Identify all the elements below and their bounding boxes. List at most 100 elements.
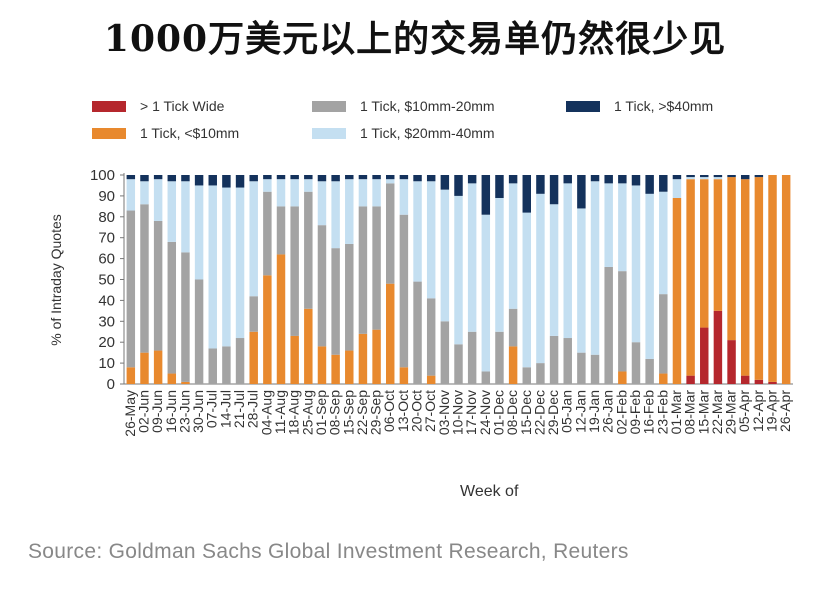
bar-segment (686, 375, 695, 384)
bar-segment (345, 243, 354, 351)
bar-segment (181, 252, 190, 382)
bar-segment (304, 191, 313, 309)
bar-segment (495, 197, 504, 332)
y-tick-label: 40 (98, 292, 115, 309)
bar-segment (618, 371, 627, 384)
source-note: Source: Goldman Sachs Global Investment … (28, 540, 629, 563)
bar-segment (399, 179, 409, 215)
x-tick-label: 25-Aug (299, 390, 315, 435)
bar-segment (508, 183, 518, 309)
x-tick-label: 07-Jul (204, 390, 220, 428)
bar-segment (549, 204, 559, 336)
y-tick-label: 90 (98, 188, 115, 205)
bar-segment (727, 175, 736, 178)
legend-label: 1 Tick, >$40mm (614, 98, 714, 114)
bar-segment (645, 193, 654, 359)
bar-segment (522, 212, 531, 368)
legend-item: > 1 Tick Wide (92, 98, 224, 114)
x-tick-label: 17-Nov (463, 390, 479, 435)
chart-title: 1000万美元以上的交易单仍然很少见 (103, 18, 727, 60)
bar-segment (536, 363, 545, 384)
bar-segment (727, 177, 736, 341)
bar-segment (768, 381, 777, 384)
bar-segment (508, 346, 518, 384)
bar-segment (194, 175, 204, 186)
x-tick-label: 08-Dec (504, 390, 520, 435)
bar-segment (222, 187, 231, 347)
bar-segment (631, 342, 641, 384)
bar-segment (153, 220, 163, 351)
bar-segment (508, 308, 518, 347)
bar-segment (495, 175, 504, 198)
bar-segment (167, 241, 177, 374)
x-tick-label: 26-Jan (600, 390, 616, 433)
bar-segment (563, 183, 572, 339)
bar-segment (126, 175, 136, 180)
bar-segment (304, 308, 313, 384)
legend-swatch (566, 100, 600, 112)
legend-swatch (92, 127, 126, 139)
x-tick-label: 16-Feb (641, 390, 657, 435)
y-tick-label: 80 (98, 209, 115, 226)
bar-segment (153, 179, 163, 221)
bar-segment (618, 175, 627, 184)
x-tick-label: 19-Jan (586, 390, 602, 433)
bar-segment (167, 181, 177, 242)
x-tick-label: 29-Dec (545, 390, 561, 435)
bar-segment (126, 179, 136, 211)
bar-segment (304, 175, 313, 180)
bar-segment (358, 179, 368, 207)
bar-segment (781, 175, 791, 384)
bar-segment (590, 175, 600, 182)
x-tick-label: 03-Nov (436, 390, 452, 435)
bar-segment (740, 179, 750, 376)
bar-segment (249, 331, 258, 384)
x-tick-label: 01-Mar (668, 390, 684, 435)
bar-segment (481, 371, 491, 384)
bar-segment (222, 346, 231, 384)
x-tick-label: 02-Jun (135, 390, 151, 433)
x-tick-label: 15-Sep (340, 390, 356, 435)
bar-segment (454, 195, 463, 345)
bar-segment (399, 214, 409, 368)
bar-segment (345, 179, 354, 244)
legend-item: 1 Tick, $10mm-20mm (312, 98, 495, 114)
bar-segment (549, 335, 559, 384)
bar-segment (426, 175, 436, 182)
bar-segment (522, 175, 531, 213)
bar-segment (645, 358, 654, 384)
bar-segment (290, 175, 299, 180)
bar-segment (208, 175, 217, 186)
bar-segment (440, 189, 450, 322)
bar-segment (290, 206, 299, 336)
bar-segment (686, 177, 695, 180)
bar-segment (713, 177, 723, 180)
bar-segment (631, 175, 641, 186)
bar-segment (713, 310, 723, 384)
bar-segment (126, 210, 136, 368)
bar-segment (604, 175, 613, 184)
x-tick-label: 22-Mar (709, 390, 725, 435)
bar-segment (181, 181, 190, 253)
bar-segment (249, 181, 258, 297)
bar-segment (126, 367, 136, 384)
x-tick-label: 09-Jun (149, 390, 165, 433)
bar-segment (413, 281, 422, 384)
legend-label: 1 Tick, $20mm-40mm (360, 125, 495, 141)
x-tick-label: 14-Jul (217, 390, 233, 428)
x-tick-label: 23-Feb (654, 390, 670, 435)
legend-item: 1 Tick, >$40mm (566, 98, 713, 114)
bar-segment (372, 329, 381, 384)
bar-segment (372, 206, 381, 330)
bar-segment (713, 175, 723, 178)
bar-segment (467, 175, 477, 184)
bar-segment (263, 179, 272, 192)
bar-segment (222, 175, 231, 188)
x-tick-label: 24-Nov (477, 390, 493, 435)
bar-segment (426, 375, 436, 384)
bar-segment (440, 175, 450, 190)
bar-segment (672, 175, 682, 180)
legend-swatch (92, 100, 126, 112)
bar-segment (700, 177, 709, 180)
bar-segment (386, 283, 395, 384)
